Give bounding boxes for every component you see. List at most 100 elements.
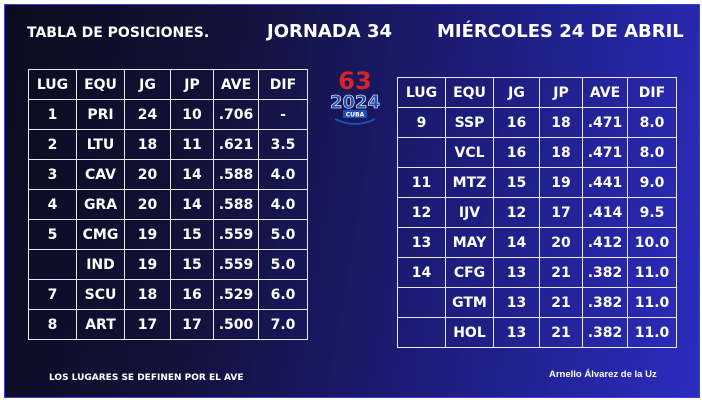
col-header-equ: EQU [445,77,494,108]
table-row: 14 CFG 13 21 .382 11.0 [397,257,677,288]
logo-country-badge [343,110,367,118]
cell-lug [397,317,446,348]
cell-ave: .559 [213,249,259,280]
cell-ave: .621 [213,129,259,160]
standings-table-left: LUG EQU JG JP AVE DIF 1 PRI 24 10 .706 -… [28,69,308,340]
header-date: MIÉRCOLES 24 DE ABRIL [437,21,684,42]
cell-lug: 3 [28,159,77,190]
cell-jp: 21 [539,257,583,288]
cell-dif: - [258,99,308,130]
cell-ave: .382 [582,257,628,288]
cell-dif: 7.0 [258,309,308,340]
cell-equ: MAY [445,227,494,258]
table-header-row: LUG EQU JG JP AVE DIF [397,77,677,108]
cell-dif: 9.0 [627,167,677,198]
cell-jg: 16 [493,107,540,138]
cell-ave: .529 [213,279,259,310]
cell-equ: CAV [76,159,125,190]
col-header-equ: EQU [76,69,125,100]
cell-dif: 10.0 [627,227,677,258]
table-row: 12 IJV 12 17 .414 9.5 [397,197,677,228]
cell-jp: 11 [170,129,214,160]
cell-dif: 8.0 [627,107,677,138]
cell-ave: .500 [213,309,259,340]
cell-jp: 15 [170,219,214,250]
standings-graphic: TABLA DE POSICIONES. JORNADA 34 MIÉRCOLE… [4,4,700,398]
cell-equ: IND [76,249,125,280]
cell-jp: 10 [170,99,214,130]
cell-lug [397,287,446,318]
col-header-jg: JG [124,69,171,100]
cell-lug [397,137,446,168]
table-row: 9 SSP 16 18 .471 8.0 [397,107,677,138]
cell-jg: 20 [124,189,171,220]
cell-lug: 11 [397,167,446,198]
cell-jg: 18 [124,129,171,160]
cell-equ: VCL [445,137,494,168]
cell-ave: .382 [582,317,628,348]
cell-jp: 18 [539,107,583,138]
table-row: 2 LTU 18 11 .621 3.5 [28,129,308,160]
cell-jp: 20 [539,227,583,258]
col-header-dif: DIF [258,69,308,100]
cell-dif: 11.0 [627,317,677,348]
cell-ave: .412 [582,227,628,258]
cell-jp: 14 [170,159,214,190]
cell-jp: 21 [539,287,583,318]
cell-jg: 13 [493,287,540,318]
cell-ave: .588 [213,159,259,190]
cell-lug: 7 [28,279,77,310]
cell-equ: GTM [445,287,494,318]
cell-jp: 15 [170,249,214,280]
cell-lug: 4 [28,189,77,220]
cell-lug: 12 [397,197,446,228]
col-header-jp: JP [170,69,214,100]
standings-table-right: LUG EQU JG JP AVE DIF 9 SSP 16 18 .471 8… [397,77,677,348]
cell-dif: 11.0 [627,257,677,288]
cell-jg: 12 [493,197,540,228]
cell-lug: 8 [28,309,77,340]
table-row: GTM 13 21 .382 11.0 [397,287,677,318]
cell-lug: 14 [397,257,446,288]
cell-jg: 19 [124,249,171,280]
series-logo: 63 2024 CUBA [330,67,380,125]
cell-dif: 6.0 [258,279,308,310]
cell-equ: SCU [76,279,125,310]
cell-ave: .559 [213,219,259,250]
cell-jg: 13 [493,317,540,348]
table-row: 4 GRA 20 14 .588 4.0 [28,189,308,220]
table-row: IND 19 15 .559 5.0 [28,249,308,280]
cell-dif: 3.5 [258,129,308,160]
cell-equ: HOL [445,317,494,348]
cell-equ: ART [76,309,125,340]
cell-ave: .441 [582,167,628,198]
table-row: 1 PRI 24 10 .706 - [28,99,308,130]
logo-country: CUBA [346,112,365,119]
cell-jp: 19 [539,167,583,198]
col-header-dif: DIF [627,77,677,108]
cell-equ: MTZ [445,167,494,198]
cell-dif: 9.5 [627,197,677,228]
cell-equ: IJV [445,197,494,228]
cell-dif: 5.0 [258,249,308,280]
cell-dif: 5.0 [258,219,308,250]
logo-year: 2024 [330,92,380,113]
logo-swoosh [334,118,376,125]
cell-ave: .414 [582,197,628,228]
cell-lug: 1 [28,99,77,130]
cell-dif: 8.0 [627,137,677,168]
cell-jg: 19 [124,219,171,250]
cell-lug: 5 [28,219,77,250]
table-row: 8 ART 17 17 .500 7.0 [28,309,308,340]
col-header-jp: JP [539,77,583,108]
cell-lug: 13 [397,227,446,258]
col-header-ave: AVE [213,69,259,100]
logo-number: 63 [338,67,371,95]
table-row: VCL 16 18 .471 8.0 [397,137,677,168]
table-header-row: LUG EQU JG JP AVE DIF [28,69,308,100]
header-title: TABLA DE POSICIONES. [27,25,210,41]
cell-lug: 9 [397,107,446,138]
table-row: 5 CMG 19 15 .559 5.0 [28,219,308,250]
col-header-ave: AVE [582,77,628,108]
cell-equ: SSP [445,107,494,138]
